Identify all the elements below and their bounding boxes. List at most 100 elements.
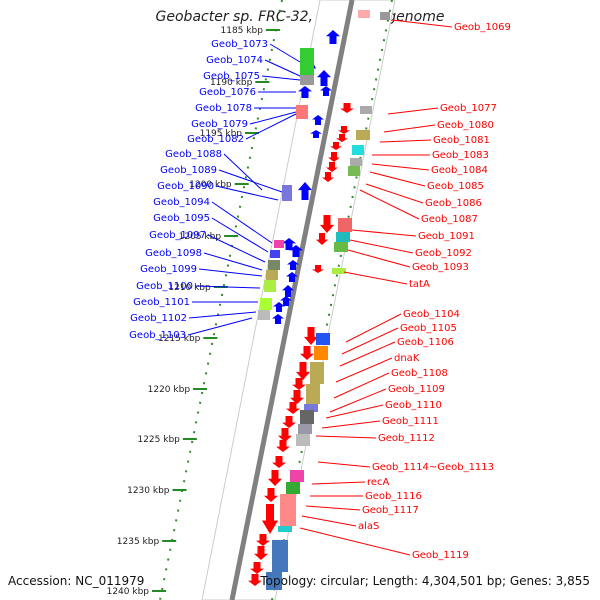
gene-leader-line [345,313,402,343]
gene-block [356,130,370,140]
gene-leader-line [359,189,420,220]
gene-label: Geob_1089 [160,165,217,176]
gene-leader-line [264,59,301,77]
gene-label: Geob_1097 [149,230,206,241]
gene-leader-line [321,420,381,429]
forward-gene-arrow [326,30,340,44]
gene-block [300,48,314,76]
gene-block [358,10,370,18]
gene-label: Geob_1090 [157,181,214,192]
reverse-gene-arrow [262,504,278,534]
gene-block [360,106,372,114]
forward-gene-arrow [317,70,331,86]
reverse-gene-arrow [272,456,286,468]
gene-block [296,434,310,446]
reverse-gene-arrow [316,233,328,245]
gene-block [306,384,320,404]
ruler-label: 1195 kbp [200,129,243,139]
reverse-gene-arrow [322,172,334,182]
gene-label: Geob_1100 [136,281,193,292]
ruler-label: 1215 kbp [158,334,201,344]
accession-label: Accession: NC_011979 [8,574,145,588]
reverse-gene-arrow [282,416,296,428]
gene-block [272,540,288,572]
gene-block [336,232,350,242]
gene-block [380,12,390,20]
ruler-label: 1205 kbp [179,232,222,242]
gene-label: alaS [358,521,379,532]
gene-label: dnaK [394,353,420,364]
gene-label: Geob_1103 [129,330,186,341]
gene-leader-line [365,183,424,204]
gene-block [296,105,308,119]
forward-gene-arrow [280,296,292,306]
gene-block [278,526,292,532]
gene-label: Geob_1084 [431,165,488,176]
forward-gene-arrow [287,260,299,270]
right-dotted-guide [271,0,393,600]
ruler-label: 1220 kbp [148,385,191,395]
gene-leader-line [329,388,387,413]
forward-gene-arrow [273,302,285,312]
gene-block [270,250,280,258]
reverse-gene-arrow [256,534,270,546]
gene-leader-line [347,249,411,268]
gene-label: Geob_1080 [437,120,494,131]
gene-label: Geob_1105 [400,323,457,334]
ruler-label: 1210 kbp [168,283,211,293]
gene-leader-line [349,239,414,254]
forward-gene-arrow [282,238,296,250]
ruler-label: 1190 kbp [210,78,253,88]
gene-label: Geob_1082 [187,134,244,145]
gene-label: Geob_1116 [365,491,422,502]
gene-label: Geob_1104 [403,309,460,320]
gene-leader-line [218,169,283,193]
reverse-gene-arrow [336,134,348,142]
gene-leader-line [207,234,266,263]
gene-block [266,270,278,280]
gene-leader-line [261,75,301,81]
gene-label: recA [367,477,390,488]
gene-label: Geob_1081 [433,135,490,146]
gene-block [286,482,300,494]
gene-label: Geob_1091 [418,231,475,242]
gene-label: Geob_1117 [362,505,419,516]
gene-leader-line [339,341,396,367]
gene-label: Geob_1076 [199,87,256,98]
gene-leader-line [391,19,453,28]
reverse-gene-arrow [326,162,338,172]
gene-leader-line [245,113,297,140]
gene-block [258,310,270,320]
gene-block [332,268,346,274]
gene-label: Geob_1078 [195,103,252,114]
gene-label: Geob_1088 [165,149,222,160]
gene-label: Geob_1119 [412,550,469,561]
gene-label: Geob_1098 [145,248,202,259]
ruler: 1185 kbp 1190 kbp 1195 kbp 1200 kbp 1205 kbp… [107,26,280,597]
gene-leader-line [371,163,430,171]
gene-block [274,240,284,248]
gene-leader-line [223,153,263,191]
gene-block [314,346,328,360]
gene-label: Geob_1077 [440,103,497,114]
gene-label: Geob_1099 [140,264,197,275]
gene-leader-line [215,185,279,201]
gene-label: Geob_1085 [427,181,484,192]
gene-block [334,242,348,252]
reverse-gene-arrow [320,215,334,233]
reverse-gene-arrow [304,327,318,345]
gene-leader-line [299,527,411,556]
gene-label: Geob_1075 [203,71,260,82]
gene-leader-line [341,327,399,355]
genome-summary: Topology: circular; Length: 4,304,501 bp… [260,574,590,588]
gene-label: Geob_1093 [412,262,469,273]
gene-leader-line [369,171,426,187]
gene-leader-line [383,124,436,133]
gene-block [310,362,324,384]
gene-leader-line [187,317,253,336]
gene-label: Geob_1083 [432,150,489,161]
gene-leader-line [335,357,393,383]
gene-label: Geob_1074 [206,55,263,66]
ruler-label: 1185 kbp [221,26,264,36]
gene-leader-line [387,107,439,115]
